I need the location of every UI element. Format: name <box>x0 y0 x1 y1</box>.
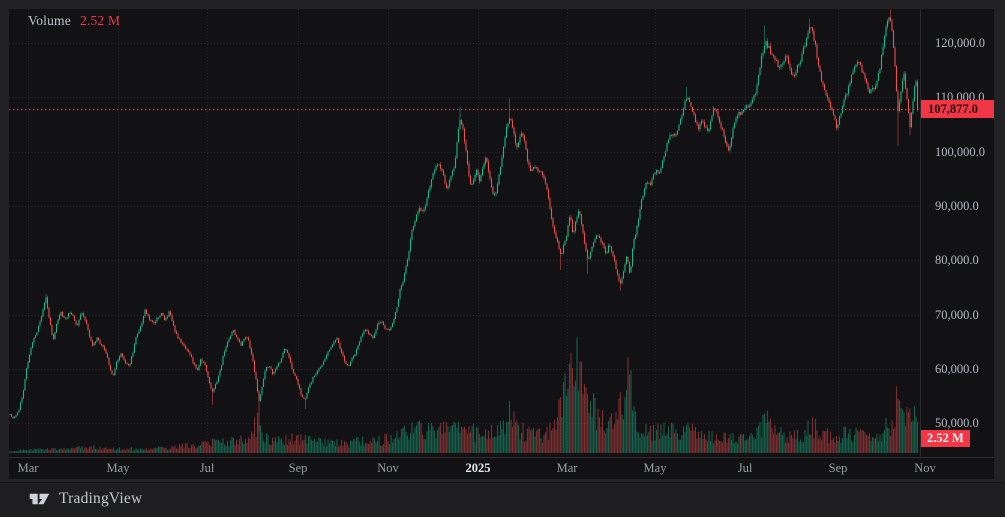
bottom-bar: TradingView <box>0 482 1005 517</box>
price-axis[interactable]: 107,877.0 2.52 M 120,000.0 110,000.0 100,0… <box>921 9 994 457</box>
time-tick-label: Jul <box>737 461 753 475</box>
time-tick-label: Jul <box>199 461 215 475</box>
volume-legend-label: Volume <box>28 13 71 28</box>
price-tick-label: 60,000.0 <box>935 361 979 376</box>
price-tick-label: 80,000.0 <box>935 253 979 268</box>
time-tick-label: Nov <box>914 461 936 475</box>
time-tick-label: Sep <box>288 461 308 475</box>
time-tick-label: Mar <box>17 461 39 475</box>
price-tick-label: 70,000.0 <box>935 307 979 322</box>
tradingview-logo[interactable]: TradingView <box>28 489 142 509</box>
time-tick-label: Sep <box>828 461 848 475</box>
price-tick-label: 120,000.0 <box>935 36 985 50</box>
candlestick-chart-canvas[interactable] <box>9 9 920 457</box>
time-tick-label: Nov <box>377 461 399 475</box>
volume-value-badge: 2.52 M <box>921 430 970 447</box>
tradingview-brand-text: TradingView <box>59 490 143 507</box>
chart-plot-area: Volume 2.52 M <box>9 9 921 457</box>
time-axis[interactable]: Mar May Jul Sep Nov 2025 Mar May Jul Sep Nov <box>9 457 994 479</box>
volume-indicator-legend[interactable]: Volume 2.52 M <box>28 13 120 29</box>
time-tick-label-year: 2025 <box>465 461 491 475</box>
tradingview-logo-icon <box>28 489 51 509</box>
time-tick-label: May <box>643 461 667 475</box>
price-tick-label: 100,000.0 <box>935 144 985 159</box>
chart-window: Volume 2.52 M 107,877.0 2.52 M 120,000.0 1… <box>9 9 994 479</box>
last-price-badge: 107,877.0 <box>921 99 994 118</box>
price-tick-label: 90,000.0 <box>935 198 979 213</box>
volume-legend-value: 2.52 M <box>79 13 121 28</box>
time-tick-label: Mar <box>556 461 578 475</box>
price-tick-label: 50,000.0 <box>935 416 979 431</box>
time-tick-label: May <box>106 461 130 475</box>
